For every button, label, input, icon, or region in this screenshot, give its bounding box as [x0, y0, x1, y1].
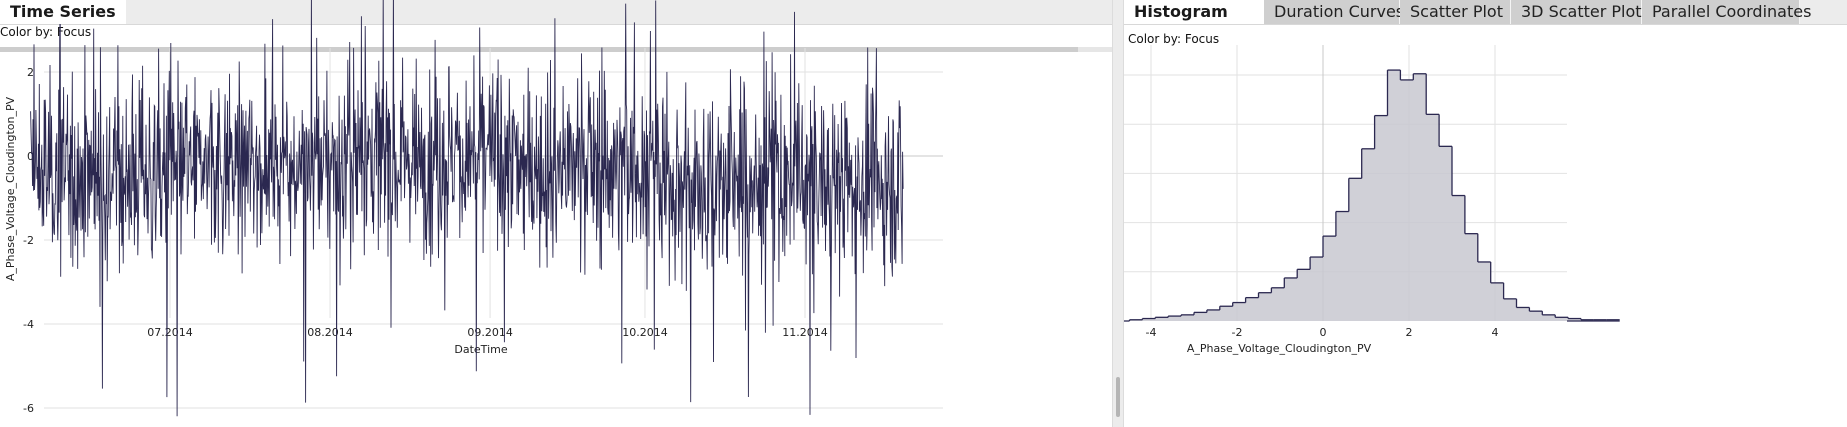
time-series-scrollbar[interactable]	[0, 47, 1112, 52]
tab-parallel-coordinates[interactable]: Parallel Coordinates	[1642, 0, 1811, 24]
histogram-panel: Histogram Duration Curves Scatter Plot 3…	[1124, 0, 1847, 427]
ts-y-tick-label: -4	[23, 318, 34, 331]
time-series-panel: Time Series Color by: Focus 420-2-4-607.…	[0, 0, 1112, 427]
ts-x-tick-label: 08.2014	[307, 326, 353, 339]
panel-splitter[interactable]	[1112, 0, 1124, 427]
ts-y-axis-label: A_Phase_Voltage_Cloudington_PV	[4, 96, 17, 281]
tab-histogram[interactable]: Histogram	[1124, 0, 1264, 24]
hist-fill-area	[1124, 70, 1620, 321]
hist-x-tick-label: -4	[1146, 326, 1157, 339]
ts-y-tick-label: -6	[23, 402, 34, 415]
ts-x-tick-label: 09.2014	[467, 326, 513, 339]
hist-x-tick-label: -2	[1232, 326, 1243, 339]
histogram-chart[interactable]: 246810-6-4-2024A_Phase_Voltage_Cloudingt…	[1124, 0, 1847, 427]
left-tab-strip: Time Series	[0, 0, 1112, 25]
tab-duration-curves[interactable]: Duration Curves	[1264, 0, 1404, 24]
time-series-chart[interactable]: 420-2-4-607.201408.201409.201410.201411.…	[0, 0, 1112, 427]
time-series-color-by[interactable]: Color by: Focus	[0, 25, 92, 39]
histogram-color-by[interactable]: Color by: Focus	[1128, 32, 1220, 46]
hist-x-tick-label: 4	[1492, 326, 1499, 339]
ts-x-tick-label: 10.2014	[622, 326, 668, 339]
ts-x-tick-label: 11.2014	[782, 326, 828, 339]
tab-3d-scatter-plot[interactable]: 3D Scatter Plot	[1511, 0, 1642, 24]
splitter-grip[interactable]	[1116, 377, 1120, 417]
tab-time-series[interactable]: Time Series	[0, 0, 126, 24]
ts-y-tick-label: 0	[27, 150, 34, 163]
hist-x-tick-label: 2	[1406, 326, 1413, 339]
hist-x-axis-label: A_Phase_Voltage_Cloudington_PV	[1187, 342, 1372, 355]
ts-series-line	[30, 0, 904, 417]
ts-y-tick-label: 2	[27, 66, 34, 79]
hist-x-tick-label: 0	[1320, 326, 1327, 339]
ts-x-axis-label: DateTime	[454, 343, 507, 356]
right-tab-strip: Histogram Duration Curves Scatter Plot 3…	[1124, 0, 1847, 25]
ts-y-tick-label: -2	[23, 234, 34, 247]
tab-scatter-plot[interactable]: Scatter Plot	[1400, 0, 1511, 24]
time-series-scrollbar-thumb[interactable]	[0, 47, 1078, 52]
ts-x-tick-label: 07.2014	[147, 326, 193, 339]
